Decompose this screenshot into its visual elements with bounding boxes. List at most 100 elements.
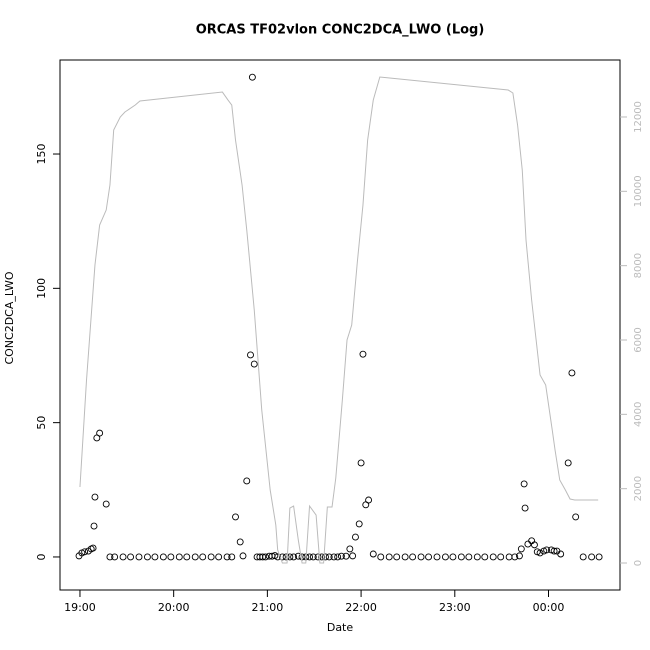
point bbox=[262, 553, 269, 561]
point bbox=[377, 553, 385, 561]
point bbox=[102, 500, 110, 508]
point bbox=[248, 73, 256, 81]
point bbox=[207, 553, 215, 561]
y2-tick-label: 4000 bbox=[633, 402, 644, 427]
point bbox=[183, 553, 191, 561]
point bbox=[228, 553, 236, 561]
point bbox=[393, 553, 401, 561]
point bbox=[318, 553, 326, 561]
point bbox=[465, 553, 473, 561]
line bbox=[79, 76, 599, 564]
point bbox=[369, 550, 377, 558]
point bbox=[223, 553, 231, 561]
point bbox=[89, 544, 97, 552]
point bbox=[543, 546, 551, 554]
point bbox=[564, 459, 572, 467]
point bbox=[159, 553, 167, 561]
point bbox=[359, 350, 367, 358]
point bbox=[357, 459, 365, 467]
point bbox=[143, 553, 151, 561]
y2-tick-label: 10000 bbox=[633, 175, 644, 207]
y-tick-label: 50 bbox=[35, 416, 48, 430]
point bbox=[81, 548, 89, 556]
point bbox=[96, 429, 104, 437]
point bbox=[595, 553, 603, 561]
point bbox=[588, 553, 596, 561]
point bbox=[175, 553, 183, 561]
point bbox=[568, 369, 576, 377]
point bbox=[349, 552, 357, 560]
point bbox=[409, 553, 417, 561]
point bbox=[127, 553, 135, 561]
x-axis-label: Date bbox=[327, 621, 354, 634]
y2-tick-label: 12000 bbox=[633, 101, 644, 133]
x-tick-label: 22:00 bbox=[345, 601, 377, 614]
y-axis-label: CONC2DCA_LWO bbox=[3, 271, 16, 364]
point bbox=[401, 553, 409, 561]
point bbox=[352, 533, 359, 541]
point bbox=[135, 553, 143, 561]
point bbox=[239, 552, 247, 560]
point bbox=[433, 553, 441, 561]
y-tick-label: 150 bbox=[35, 144, 48, 165]
point bbox=[215, 553, 223, 561]
point bbox=[91, 493, 99, 501]
point bbox=[521, 504, 529, 512]
point bbox=[232, 513, 239, 521]
point bbox=[550, 547, 558, 555]
point bbox=[489, 553, 497, 561]
point bbox=[278, 553, 286, 561]
point bbox=[236, 538, 244, 546]
point bbox=[243, 477, 251, 485]
point bbox=[516, 552, 523, 560]
point bbox=[90, 522, 98, 530]
plot-frame bbox=[59, 59, 621, 591]
point bbox=[457, 553, 465, 561]
point bbox=[259, 553, 267, 561]
point bbox=[106, 553, 114, 561]
point bbox=[334, 553, 342, 561]
point bbox=[322, 553, 329, 561]
y-tick-label: 100 bbox=[35, 278, 48, 299]
point bbox=[511, 553, 519, 561]
point bbox=[441, 553, 449, 561]
y-tick-label: 0 bbox=[35, 553, 48, 560]
x-tick-label: 21:00 bbox=[252, 601, 284, 614]
point bbox=[119, 553, 127, 561]
point bbox=[481, 553, 489, 561]
x-tick-label: 00:00 bbox=[533, 601, 565, 614]
point bbox=[425, 553, 433, 561]
point bbox=[579, 553, 587, 561]
point bbox=[365, 496, 373, 504]
point bbox=[342, 552, 350, 560]
point bbox=[151, 553, 159, 561]
point bbox=[557, 550, 565, 558]
point bbox=[309, 553, 317, 561]
point bbox=[250, 360, 258, 368]
point bbox=[517, 545, 525, 553]
point bbox=[536, 549, 544, 557]
point bbox=[111, 553, 119, 561]
point bbox=[530, 541, 538, 549]
point bbox=[247, 351, 254, 359]
point bbox=[473, 553, 481, 561]
point bbox=[520, 480, 528, 488]
point bbox=[314, 553, 322, 561]
point bbox=[330, 553, 338, 561]
chart-title: ORCAS TF02vlon CONC2DCA_LWO (Log) bbox=[196, 23, 485, 38]
point bbox=[325, 553, 333, 561]
point bbox=[417, 553, 425, 561]
point bbox=[355, 520, 363, 528]
x-tick-label: 20:00 bbox=[158, 601, 190, 614]
y2-tick-label: 2000 bbox=[633, 476, 644, 501]
point bbox=[199, 553, 207, 561]
point bbox=[346, 545, 354, 553]
point bbox=[282, 553, 290, 561]
point bbox=[191, 553, 199, 561]
y2-tick-label: 6000 bbox=[633, 327, 644, 352]
point bbox=[572, 513, 580, 521]
x-tick-label: 19:00 bbox=[64, 601, 96, 614]
point bbox=[449, 553, 457, 561]
y2-tick-label: 0 bbox=[633, 560, 644, 566]
